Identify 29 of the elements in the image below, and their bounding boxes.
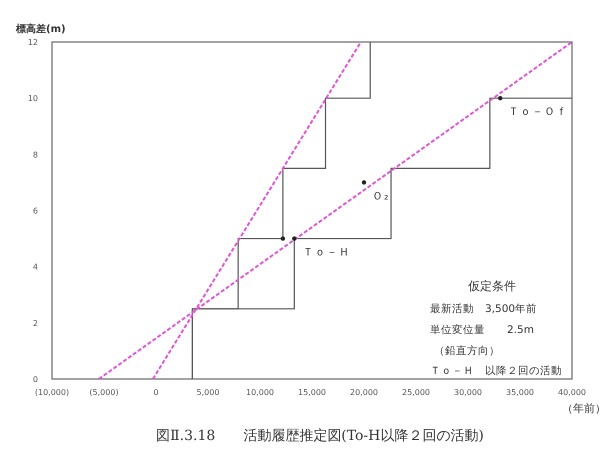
annotation: Ｔｏ－Ｈ 以降２回の活動 xyxy=(430,364,562,377)
text: 図Ⅱ.3.18 活動履歴推定図(To-H以降２回の活動) xyxy=(156,428,484,444)
y-tick-label: 2 xyxy=(32,318,38,328)
annotation: 仮定条件 xyxy=(467,279,516,293)
x-axis-title: （年前） xyxy=(562,402,606,415)
x-tick-label: 25,000 xyxy=(402,388,430,397)
x-tick-label: 15,000 xyxy=(298,388,326,397)
x-tick-label: 0 xyxy=(153,388,159,397)
x-tick-label: 20,000 xyxy=(350,388,378,397)
x-tick-label: (10,000) xyxy=(34,388,70,397)
annotation: 最新活動 3,500年前 xyxy=(430,302,538,315)
annotation: （鉛直方向） xyxy=(434,344,500,357)
x-tick-label: 5,000 xyxy=(196,388,220,397)
x-tick-label: 35,000 xyxy=(506,388,534,397)
y-axis-title: 標高差(m) xyxy=(15,23,66,35)
x-tick-label: 10,000 xyxy=(246,388,274,397)
x-tick-label: (5,000) xyxy=(89,388,119,397)
y-tick-label: 0 xyxy=(32,375,38,384)
annotation: Ｔｏ－Ｏｆ xyxy=(508,105,568,118)
y-tick-label: 10 xyxy=(28,94,38,104)
y-tick-label: 4 xyxy=(32,262,38,272)
annotation: Ｏ₂ xyxy=(372,189,390,202)
y-tick-label: 6 xyxy=(32,206,38,216)
x-tick-label: 40,000 xyxy=(558,388,586,397)
x-tick-label: 30,000 xyxy=(454,388,482,397)
annotation: Ｔｏ－Ｈ xyxy=(302,246,350,259)
annotation: 単位変位量 2.5m xyxy=(430,323,534,336)
y-tick-label: 12 xyxy=(28,38,38,47)
y-tick-label: 8 xyxy=(32,150,38,160)
